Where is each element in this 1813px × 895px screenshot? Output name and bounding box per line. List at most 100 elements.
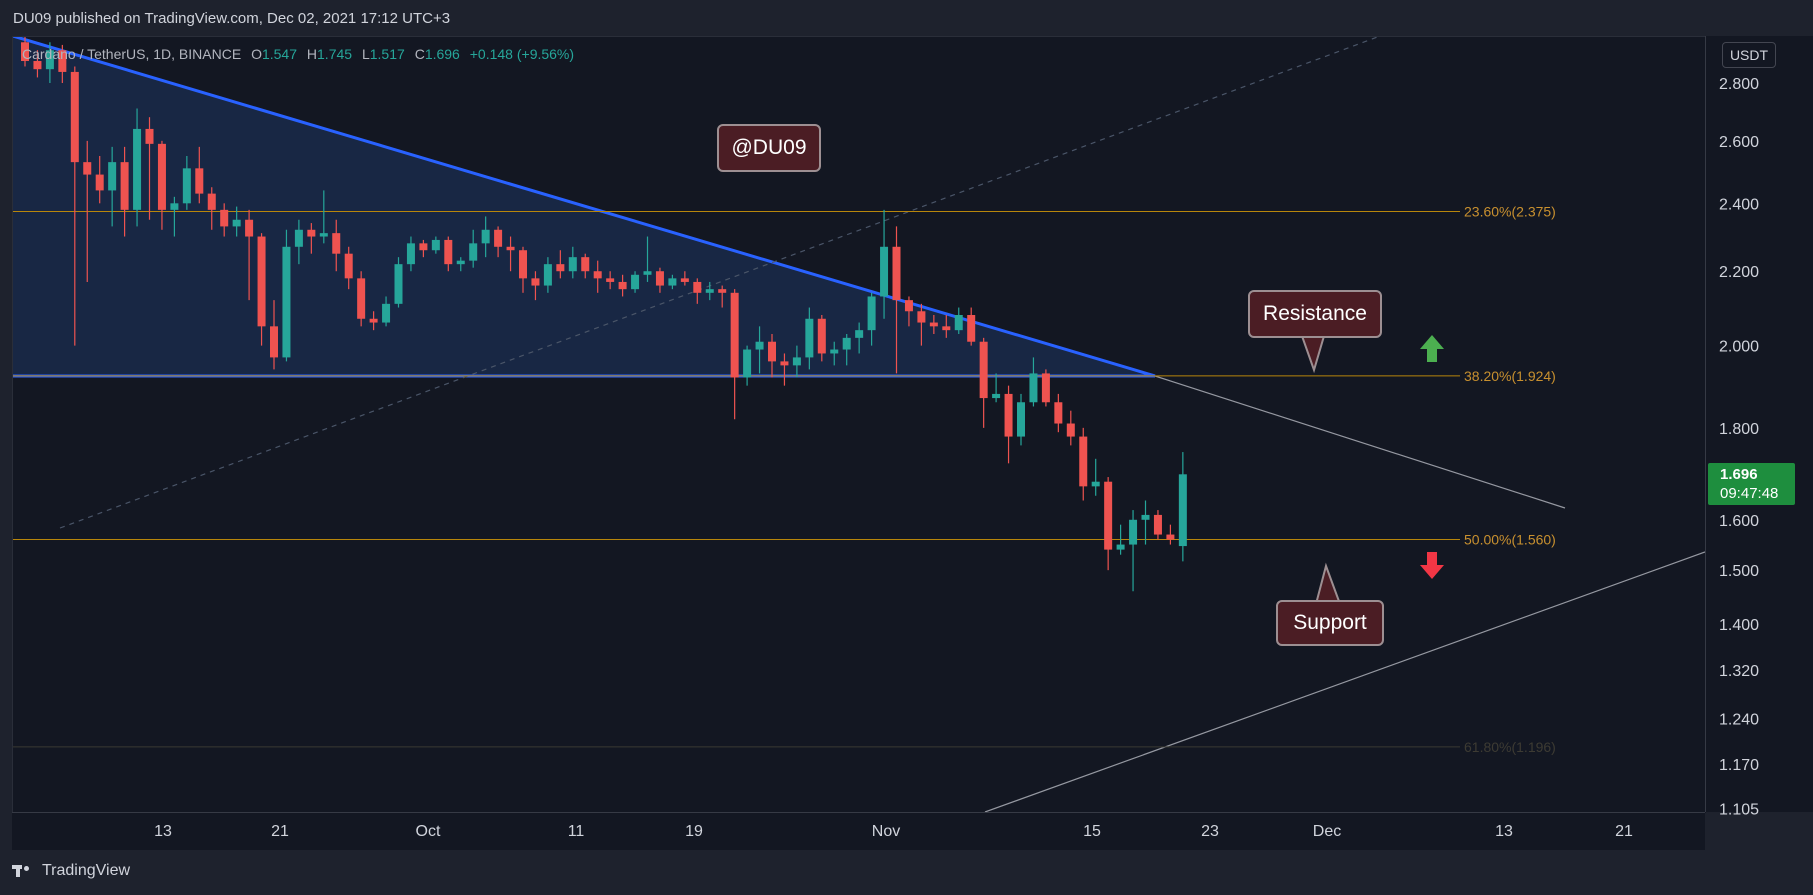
candle[interactable] [979, 337, 988, 428]
candle[interactable] [992, 373, 1001, 403]
candle[interactable] [294, 219, 303, 265]
candle[interactable] [942, 315, 951, 338]
candle[interactable] [1029, 357, 1038, 407]
candle[interactable] [842, 333, 851, 366]
tradingview-brand[interactable]: TradingView [12, 862, 130, 880]
candle[interactable] [394, 257, 403, 308]
candle[interactable] [1091, 458, 1100, 496]
candle[interactable] [506, 236, 515, 272]
candle[interactable] [207, 187, 216, 230]
currency-selector[interactable]: USDT [1722, 42, 1776, 68]
candle[interactable] [419, 239, 428, 258]
candle[interactable] [1153, 510, 1162, 540]
candle[interactable] [108, 146, 117, 227]
price-axis[interactable] [1705, 36, 1813, 812]
candle[interactable] [332, 219, 341, 272]
candle[interactable] [481, 216, 490, 258]
candle[interactable] [593, 260, 602, 293]
candle[interactable] [730, 289, 739, 420]
candle[interactable] [867, 292, 876, 346]
candle[interactable] [817, 315, 826, 362]
candle[interactable] [456, 257, 465, 272]
candle[interactable] [954, 307, 963, 334]
candle[interactable] [1041, 369, 1050, 407]
candle[interactable] [568, 246, 577, 279]
candle[interactable] [880, 209, 889, 319]
candle[interactable] [21, 34, 29, 67]
candle[interactable] [655, 267, 664, 293]
candle[interactable] [531, 271, 540, 301]
candle[interactable] [718, 285, 727, 308]
candle[interactable] [83, 140, 92, 282]
candle[interactable] [245, 209, 254, 301]
candle[interactable] [58, 44, 67, 83]
candle[interactable] [257, 233, 266, 346]
candle[interactable] [1166, 524, 1175, 545]
candle[interactable] [1178, 452, 1187, 562]
candle[interactable] [929, 315, 938, 334]
candle[interactable] [904, 296, 913, 327]
candle[interactable] [1141, 500, 1150, 545]
candle[interactable] [157, 140, 166, 230]
candle[interactable] [431, 236, 440, 254]
candle[interactable] [581, 253, 590, 279]
candle[interactable] [892, 226, 901, 374]
candle[interactable] [344, 246, 353, 290]
candle[interactable] [1066, 410, 1075, 446]
candle[interactable] [967, 307, 976, 346]
candle[interactable] [1104, 477, 1113, 571]
candle[interactable] [282, 229, 291, 362]
candle[interactable] [805, 307, 814, 370]
candle[interactable] [145, 117, 154, 220]
candle[interactable] [70, 66, 79, 346]
time-axis[interactable] [12, 812, 1705, 851]
candle[interactable] [618, 274, 627, 297]
candle[interactable] [1079, 427, 1088, 501]
candle[interactable] [1017, 393, 1025, 446]
candle[interactable] [494, 226, 503, 258]
candle[interactable] [232, 206, 241, 237]
candle[interactable] [792, 345, 801, 378]
candle[interactable] [270, 300, 278, 370]
candle[interactable] [220, 203, 229, 237]
candle[interactable] [917, 303, 926, 346]
candle[interactable] [855, 322, 864, 354]
candle[interactable] [519, 246, 527, 293]
candle[interactable] [693, 278, 702, 304]
symbol-label[interactable]: Cardano / TetherUS, 1D, BINANCE [22, 46, 242, 62]
candle[interactable] [382, 296, 391, 327]
candle[interactable] [444, 236, 453, 272]
candle[interactable] [780, 353, 789, 386]
candle[interactable] [369, 311, 378, 331]
candle[interactable] [606, 271, 615, 290]
candle[interactable] [668, 274, 677, 290]
candle[interactable] [1004, 385, 1013, 464]
candle[interactable] [469, 229, 478, 268]
candle[interactable] [357, 271, 366, 327]
candle[interactable] [556, 250, 565, 279]
candle[interactable] [195, 146, 204, 204]
candle[interactable] [705, 281, 714, 301]
candle[interactable] [1129, 510, 1138, 592]
candle[interactable] [743, 345, 752, 386]
candle[interactable] [631, 271, 640, 293]
candle[interactable] [1054, 393, 1063, 433]
candle[interactable] [319, 190, 328, 244]
candle[interactable] [182, 155, 191, 210]
candle[interactable] [33, 50, 42, 78]
candle[interactable] [543, 257, 552, 293]
candle[interactable] [307, 223, 316, 254]
candle[interactable] [643, 236, 652, 282]
candle[interactable] [768, 333, 776, 378]
candle[interactable] [1116, 524, 1125, 555]
candle[interactable] [45, 42, 54, 83]
candle[interactable] [830, 341, 839, 366]
candle[interactable] [133, 108, 142, 227]
candle[interactable] [755, 326, 764, 374]
candle[interactable] [170, 196, 179, 237]
candle[interactable] [95, 155, 104, 204]
candle[interactable] [680, 271, 689, 286]
candle[interactable] [406, 236, 415, 272]
candle[interactable] [120, 146, 129, 237]
